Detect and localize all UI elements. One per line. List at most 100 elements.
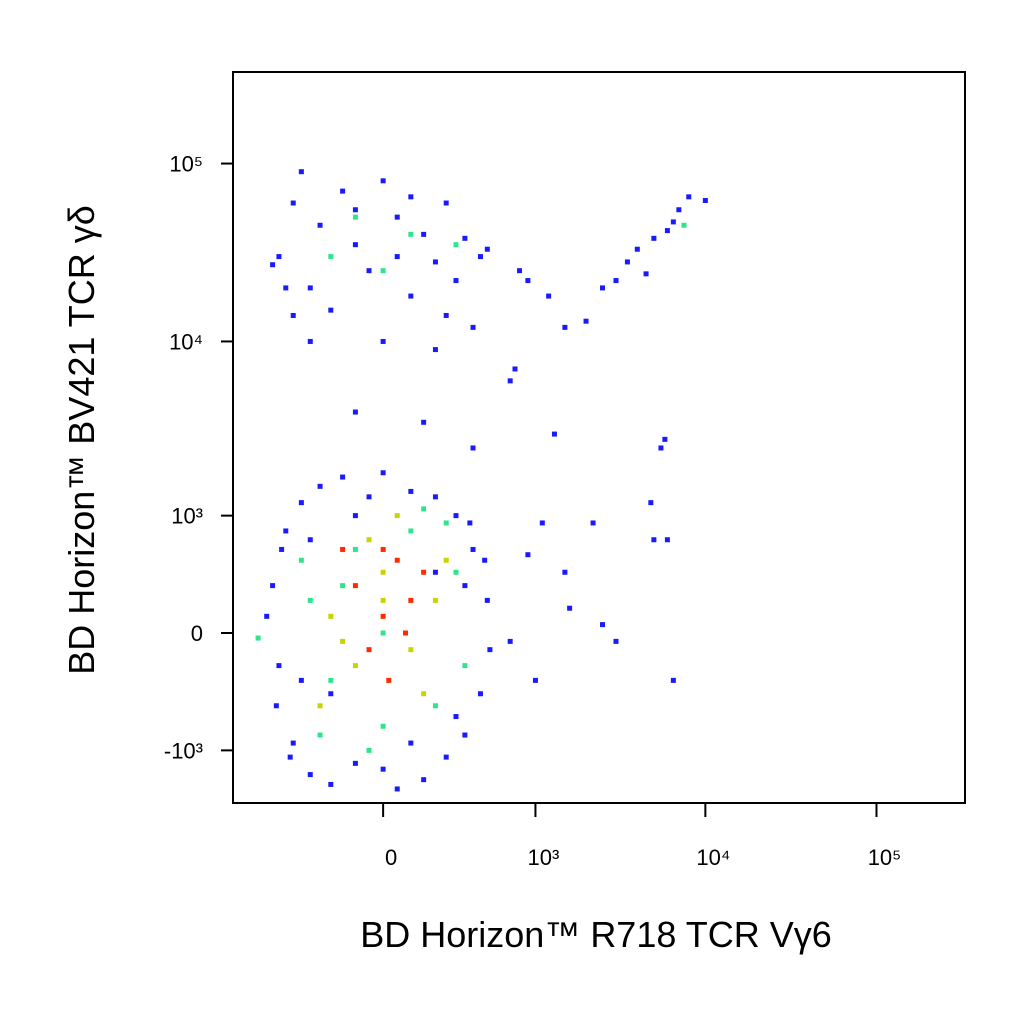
- dot: [664, 537, 670, 543]
- dot: [462, 732, 468, 738]
- dot: [643, 271, 649, 277]
- dot: [648, 500, 654, 506]
- dot: [408, 231, 414, 237]
- dot: [600, 285, 606, 291]
- dot: [307, 285, 313, 291]
- dot: [512, 366, 518, 372]
- dot: [546, 293, 552, 299]
- dot: [283, 285, 289, 291]
- dot: [432, 259, 438, 265]
- dot: [380, 613, 386, 619]
- dot: [366, 537, 372, 543]
- dot: [470, 445, 476, 451]
- dot: [380, 470, 386, 476]
- dot: [380, 546, 386, 552]
- dot: [408, 740, 414, 746]
- dot: [702, 197, 708, 203]
- dot: [298, 677, 304, 683]
- dot: [482, 557, 488, 563]
- dot: [270, 583, 276, 589]
- dot: [328, 307, 334, 313]
- dot: [664, 228, 670, 234]
- x-tick-label: 10⁵: [868, 845, 902, 870]
- dot: [298, 169, 304, 175]
- dot: [394, 214, 400, 220]
- y-axis-title: BD Horizon™ BV421 TCR γδ: [61, 205, 102, 675]
- dot: [380, 723, 386, 729]
- dot: [453, 714, 459, 720]
- dot: [317, 222, 323, 228]
- dot: [290, 200, 296, 206]
- dot: [432, 569, 438, 575]
- dot: [408, 528, 414, 534]
- dot: [670, 677, 676, 683]
- dot: [470, 546, 476, 552]
- dot: [380, 268, 386, 274]
- dot: [317, 483, 323, 489]
- dot: [273, 703, 279, 709]
- dot: [567, 605, 573, 611]
- dot: [421, 777, 427, 783]
- dot: [477, 254, 483, 260]
- dot: [517, 268, 523, 274]
- dot: [432, 347, 438, 353]
- dot: [352, 409, 358, 415]
- dot: [453, 242, 459, 248]
- dot: [340, 546, 346, 552]
- dot: [408, 597, 414, 603]
- dot: [443, 200, 449, 206]
- dot: [686, 194, 692, 200]
- dot: [380, 766, 386, 772]
- dot: [352, 663, 358, 669]
- dot: [477, 691, 483, 697]
- dot: [340, 638, 346, 644]
- dot: [681, 222, 687, 228]
- dot: [525, 552, 531, 558]
- dot: [432, 703, 438, 709]
- dot: [634, 246, 640, 252]
- dot: [276, 663, 282, 669]
- dot: [467, 520, 473, 526]
- dot: [453, 278, 459, 284]
- dot: [255, 635, 261, 641]
- dot: [340, 474, 346, 480]
- dot: [290, 740, 296, 746]
- dot: [366, 647, 372, 653]
- dot: [487, 647, 493, 653]
- dot: [366, 747, 372, 753]
- dot: [380, 338, 386, 344]
- y-tick-label: 10⁵: [169, 152, 203, 177]
- dot: [590, 520, 596, 526]
- dot: [380, 630, 386, 636]
- dot: [328, 613, 334, 619]
- dot: [307, 537, 313, 543]
- y-tick-label: 10³: [171, 504, 203, 529]
- dot: [624, 259, 630, 265]
- dot: [352, 513, 358, 519]
- dot: [443, 520, 449, 526]
- dot: [484, 246, 490, 252]
- dot: [328, 781, 334, 787]
- dot: [462, 583, 468, 589]
- dot: [613, 278, 619, 284]
- dot: [670, 219, 676, 225]
- dot: [532, 677, 538, 683]
- dot: [421, 569, 427, 575]
- dot: [328, 677, 334, 683]
- dot: [317, 732, 323, 738]
- dot: [539, 520, 545, 526]
- dot: [408, 293, 414, 299]
- dot: [270, 262, 276, 268]
- dot: [283, 528, 289, 534]
- dot: [432, 597, 438, 603]
- dot: [662, 436, 668, 442]
- dot: [394, 786, 400, 792]
- dot: [352, 760, 358, 766]
- dot: [421, 231, 427, 237]
- dot: [583, 318, 589, 324]
- dot: [443, 754, 449, 760]
- y-tick-label: 0: [191, 621, 203, 646]
- dot: [352, 214, 358, 220]
- dot: [421, 506, 427, 512]
- dot: [366, 494, 372, 500]
